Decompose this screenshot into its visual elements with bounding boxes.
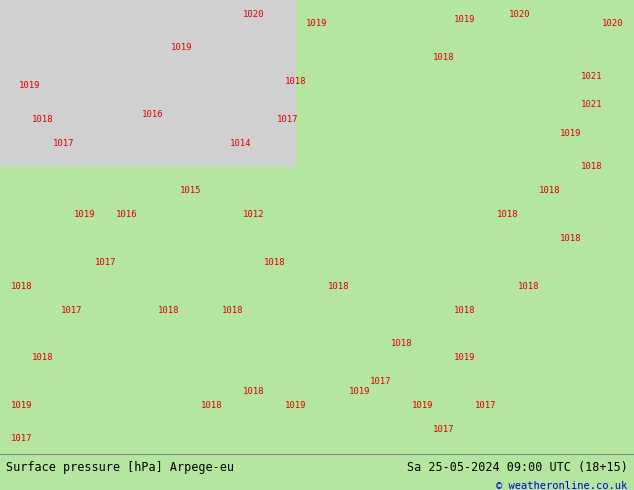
Text: 1018: 1018 xyxy=(264,258,285,267)
Text: 1017: 1017 xyxy=(476,401,497,410)
Text: 1019: 1019 xyxy=(74,210,95,219)
Text: 1019: 1019 xyxy=(349,387,370,396)
Text: 1018: 1018 xyxy=(32,115,53,124)
Text: 1015: 1015 xyxy=(179,186,201,196)
Text: 1012: 1012 xyxy=(243,210,264,219)
Text: 1020: 1020 xyxy=(602,20,624,28)
Text: 1014: 1014 xyxy=(230,139,252,147)
Text: 1018: 1018 xyxy=(10,282,32,291)
Text: 1016: 1016 xyxy=(141,110,163,119)
Text: 1017: 1017 xyxy=(276,115,298,124)
Text: 1019: 1019 xyxy=(171,43,193,52)
Text: 1018: 1018 xyxy=(243,387,264,396)
Text: 1018: 1018 xyxy=(560,234,581,243)
Text: Surface pressure [hPa] Arpege-eu: Surface pressure [hPa] Arpege-eu xyxy=(6,461,235,474)
Text: 1017: 1017 xyxy=(370,377,391,386)
Text: 1017: 1017 xyxy=(53,139,74,147)
Text: 1018: 1018 xyxy=(327,282,349,291)
Text: 1020: 1020 xyxy=(243,10,264,19)
Text: 1018: 1018 xyxy=(581,163,602,172)
Text: 1018: 1018 xyxy=(285,76,307,86)
Text: © weatheronline.co.uk: © weatheronline.co.uk xyxy=(496,481,628,490)
Text: 1018: 1018 xyxy=(200,401,222,410)
Text: 1017: 1017 xyxy=(95,258,117,267)
Text: 1016: 1016 xyxy=(116,210,138,219)
Text: 1020: 1020 xyxy=(509,10,531,19)
Text: 1018: 1018 xyxy=(454,306,476,315)
Bar xyxy=(0,0,296,167)
Text: 1021: 1021 xyxy=(581,100,602,109)
Text: 1019: 1019 xyxy=(306,20,328,28)
Text: 1019: 1019 xyxy=(412,401,434,410)
Text: 1021: 1021 xyxy=(581,72,602,81)
Text: 1019: 1019 xyxy=(560,129,581,138)
Text: 1019: 1019 xyxy=(19,81,41,90)
Text: 1019: 1019 xyxy=(10,401,32,410)
Text: 1018: 1018 xyxy=(222,306,243,315)
Text: 1018: 1018 xyxy=(158,306,180,315)
Text: 1018: 1018 xyxy=(517,282,539,291)
Text: 1018: 1018 xyxy=(496,210,518,219)
Text: 1017: 1017 xyxy=(10,435,32,443)
Text: 1017: 1017 xyxy=(61,306,82,315)
Text: Sa 25-05-2024 09:00 UTC (18+15): Sa 25-05-2024 09:00 UTC (18+15) xyxy=(407,461,628,474)
Text: 1018: 1018 xyxy=(433,53,455,62)
Text: 1018: 1018 xyxy=(391,339,412,348)
Text: 1019: 1019 xyxy=(285,401,307,410)
Text: 1019: 1019 xyxy=(454,353,476,362)
Text: 1018: 1018 xyxy=(539,186,560,196)
Text: 1018: 1018 xyxy=(32,353,53,362)
Text: 1017: 1017 xyxy=(433,425,455,434)
Text: 1019: 1019 xyxy=(454,15,476,24)
